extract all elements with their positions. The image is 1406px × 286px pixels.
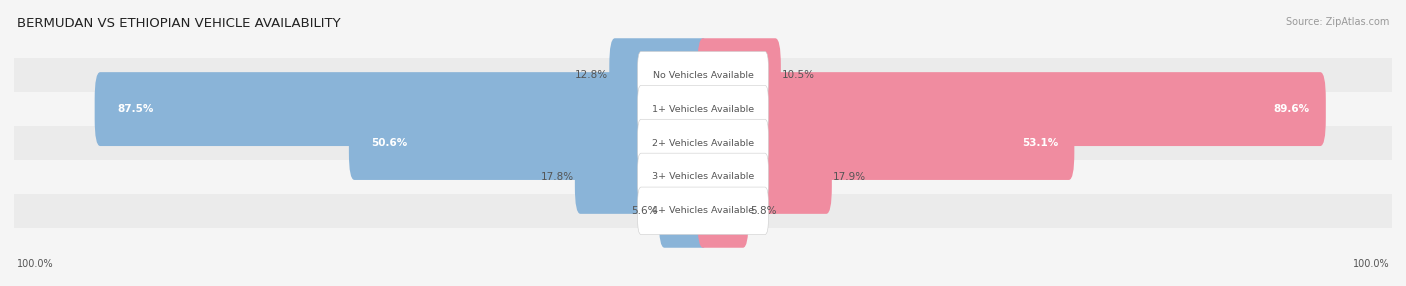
FancyBboxPatch shape bbox=[637, 153, 769, 200]
Bar bbox=[14, 160, 1392, 194]
FancyBboxPatch shape bbox=[637, 119, 769, 167]
Text: 89.6%: 89.6% bbox=[1274, 104, 1310, 114]
Bar bbox=[14, 92, 1392, 126]
FancyBboxPatch shape bbox=[637, 51, 769, 99]
Text: 3+ Vehicles Available: 3+ Vehicles Available bbox=[652, 172, 754, 181]
Bar bbox=[14, 194, 1392, 228]
Text: 87.5%: 87.5% bbox=[117, 104, 153, 114]
Text: 100.0%: 100.0% bbox=[1353, 259, 1389, 269]
Text: 17.9%: 17.9% bbox=[834, 172, 866, 182]
FancyBboxPatch shape bbox=[349, 106, 709, 180]
FancyBboxPatch shape bbox=[697, 72, 1326, 146]
FancyBboxPatch shape bbox=[575, 140, 709, 214]
FancyBboxPatch shape bbox=[697, 174, 748, 248]
Text: 12.8%: 12.8% bbox=[575, 70, 607, 80]
Text: 2+ Vehicles Available: 2+ Vehicles Available bbox=[652, 138, 754, 148]
Text: No Vehicles Available: No Vehicles Available bbox=[652, 71, 754, 80]
Text: 5.6%: 5.6% bbox=[631, 206, 658, 216]
FancyBboxPatch shape bbox=[697, 140, 832, 214]
FancyBboxPatch shape bbox=[637, 187, 769, 235]
Text: 53.1%: 53.1% bbox=[1022, 138, 1059, 148]
Text: 5.8%: 5.8% bbox=[749, 206, 776, 216]
FancyBboxPatch shape bbox=[637, 86, 769, 133]
Text: 10.5%: 10.5% bbox=[782, 70, 815, 80]
FancyBboxPatch shape bbox=[609, 38, 709, 112]
Text: 17.8%: 17.8% bbox=[540, 172, 574, 182]
Bar bbox=[14, 58, 1392, 92]
FancyBboxPatch shape bbox=[659, 174, 709, 248]
Text: 50.6%: 50.6% bbox=[371, 138, 408, 148]
Text: Source: ZipAtlas.com: Source: ZipAtlas.com bbox=[1285, 17, 1389, 27]
FancyBboxPatch shape bbox=[94, 72, 709, 146]
Text: 1+ Vehicles Available: 1+ Vehicles Available bbox=[652, 105, 754, 114]
Text: 100.0%: 100.0% bbox=[17, 259, 53, 269]
Text: 4+ Vehicles Available: 4+ Vehicles Available bbox=[652, 206, 754, 215]
FancyBboxPatch shape bbox=[697, 106, 1074, 180]
FancyBboxPatch shape bbox=[697, 38, 780, 112]
Bar bbox=[14, 126, 1392, 160]
Text: BERMUDAN VS ETHIOPIAN VEHICLE AVAILABILITY: BERMUDAN VS ETHIOPIAN VEHICLE AVAILABILI… bbox=[17, 17, 340, 30]
